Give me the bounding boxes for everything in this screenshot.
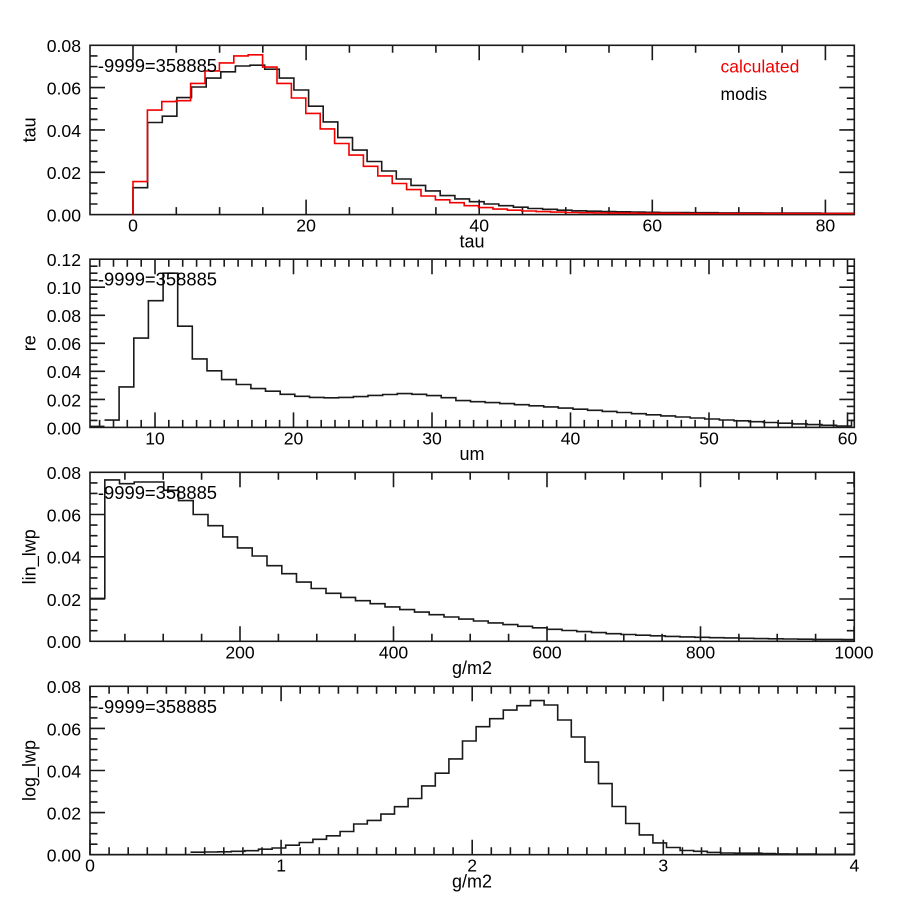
svg-text:0: 0 (85, 856, 95, 876)
svg-text:200: 200 (225, 642, 255, 662)
svg-text:lin_lwp: lin_lwp (20, 529, 41, 584)
svg-text:0.00: 0.00 (47, 846, 81, 866)
svg-text:0.00: 0.00 (47, 418, 81, 438)
svg-text:80: 80 (816, 216, 836, 236)
svg-text:20: 20 (284, 428, 304, 448)
svg-text:0.06: 0.06 (47, 719, 81, 739)
svg-text:0.02: 0.02 (47, 163, 81, 183)
svg-text:0.06: 0.06 (47, 79, 81, 99)
svg-text:um: um (459, 444, 484, 464)
svg-text:40: 40 (469, 216, 489, 236)
svg-text:50: 50 (699, 428, 719, 448)
svg-text:-9999=358885: -9999=358885 (98, 269, 217, 290)
svg-text:1000: 1000 (834, 642, 873, 662)
svg-text:0.06: 0.06 (47, 505, 81, 525)
svg-text:0.04: 0.04 (47, 761, 81, 781)
svg-text:1: 1 (276, 856, 286, 876)
svg-text:0.00: 0.00 (47, 632, 81, 652)
svg-text:tau: tau (20, 117, 40, 142)
svg-text:0.02: 0.02 (47, 390, 81, 410)
svg-text:0.08: 0.08 (47, 677, 81, 697)
svg-text:10: 10 (145, 428, 165, 448)
svg-text:0.06: 0.06 (47, 334, 81, 354)
svg-text:0: 0 (128, 216, 138, 236)
svg-text:0.00: 0.00 (47, 206, 81, 226)
svg-text:-9999=358885: -9999=358885 (98, 55, 217, 76)
svg-text:modis: modis (721, 84, 768, 104)
svg-text:calculated: calculated (721, 57, 800, 77)
svg-text:0.08: 0.08 (47, 306, 81, 326)
svg-text:2: 2 (467, 856, 477, 876)
svg-text:0.08: 0.08 (47, 36, 81, 56)
svg-text:0.02: 0.02 (47, 590, 81, 610)
svg-text:0.10: 0.10 (47, 278, 81, 298)
svg-text:40: 40 (561, 428, 581, 448)
svg-text:log_lwp: log_lwp (20, 740, 41, 801)
svg-text:tau: tau (459, 231, 484, 251)
svg-text:60: 60 (643, 216, 663, 236)
svg-text:30: 30 (422, 428, 442, 448)
svg-text:0.04: 0.04 (47, 548, 81, 568)
svg-text:0.04: 0.04 (47, 121, 81, 141)
svg-text:4: 4 (850, 856, 860, 876)
svg-text:800: 800 (686, 642, 716, 662)
svg-text:20: 20 (296, 216, 316, 236)
svg-text:3: 3 (658, 856, 668, 876)
svg-text:re: re (20, 335, 40, 351)
svg-text:600: 600 (532, 642, 562, 662)
svg-text:g/m2: g/m2 (452, 872, 492, 892)
svg-text:400: 400 (379, 642, 409, 662)
svg-text:0.04: 0.04 (47, 362, 81, 382)
svg-text:0.12: 0.12 (47, 250, 81, 270)
svg-text:-9999=358885: -9999=358885 (98, 696, 217, 717)
svg-text:g/m2: g/m2 (452, 658, 492, 678)
svg-text:-9999=358885: -9999=358885 (98, 482, 217, 503)
svg-text:60: 60 (838, 428, 858, 448)
svg-text:0.08: 0.08 (47, 463, 81, 483)
svg-text:0.02: 0.02 (47, 804, 81, 824)
